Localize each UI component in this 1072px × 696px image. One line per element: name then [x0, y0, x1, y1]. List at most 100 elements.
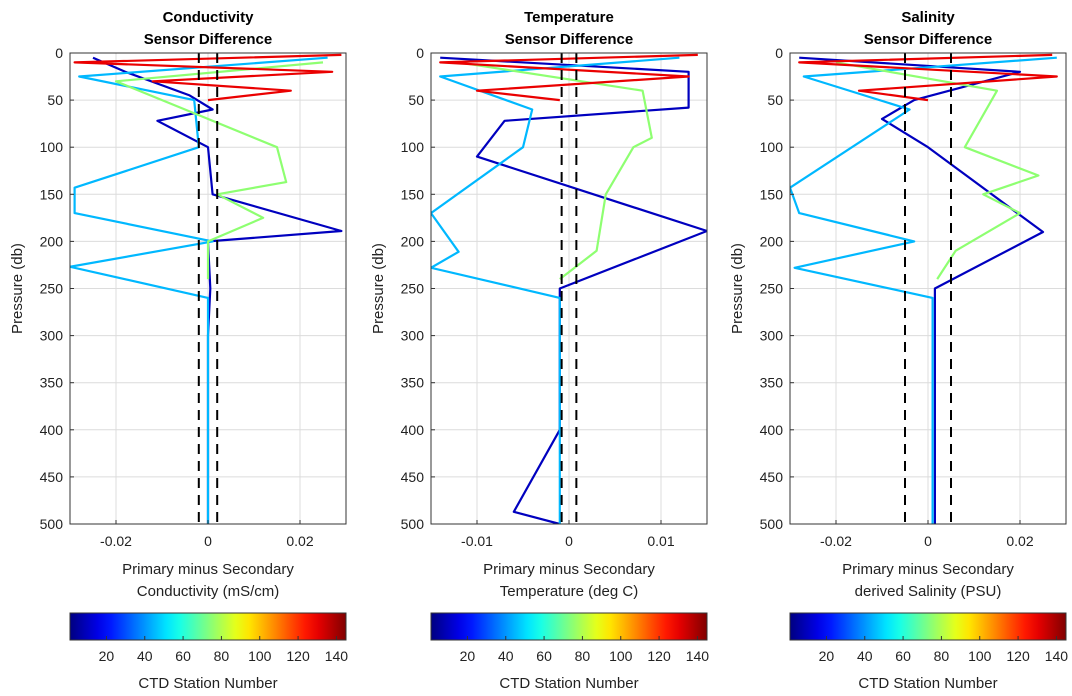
y-tick-label: 100: [40, 139, 64, 155]
x-axis-label-units: Temperature (deg C): [500, 583, 638, 600]
x-tick-label: 0: [204, 533, 212, 549]
x-tick-label: 0: [565, 533, 573, 549]
station-10-profile: [440, 56, 707, 524]
station-75-profile: [114, 61, 324, 280]
colorbar-tick-label: 80: [214, 648, 230, 664]
y-tick-label: 150: [760, 186, 784, 202]
y-tick-label: 50: [767, 92, 783, 108]
y-tick-label: 0: [775, 45, 783, 61]
y-tick-label: 400: [760, 422, 784, 438]
station-45-profile: [790, 56, 1057, 524]
x-tick-label: 0: [924, 533, 932, 549]
colorbar-tick-label: 100: [248, 648, 272, 664]
y-tick-label: 350: [40, 375, 64, 391]
y-tick-label: 350: [760, 375, 784, 391]
y-tick-label: 500: [760, 516, 784, 532]
colorbar-tick-label: 40: [498, 648, 514, 664]
colorbar-tick-label: 100: [968, 648, 992, 664]
colorbar-tick-label: 40: [137, 648, 153, 664]
colorbar-label: CTD Station Number: [858, 675, 997, 692]
x-axis-label: Primary minus Secondary: [483, 561, 655, 578]
colorbar-3: 20 40 60 80 100 120 140 CTD Station Number: [789, 612, 1069, 692]
x-tick-label: -0.02: [100, 533, 132, 549]
y-tick-label: 200: [40, 233, 64, 249]
y-tick-label: 200: [760, 233, 784, 249]
plot-area: [790, 53, 1058, 524]
colorbar-label: CTD Station Number: [499, 675, 638, 692]
colorbar-tick-label: 140: [325, 648, 349, 664]
y-tick-label: 500: [40, 516, 64, 532]
x-axis-label-units: derived Salinity (PSU): [855, 583, 1002, 600]
colorbar-tick-label: 40: [857, 648, 873, 664]
chart-title: Conductivity: [163, 9, 254, 26]
colorbar-tick-label: 120: [647, 648, 671, 664]
colorbar-1: 20 40 60 80 100 120 140 CTD Station Number: [69, 612, 349, 692]
x-tick-label: 0.01: [647, 533, 674, 549]
x-axis-label-units: Conductivity (mS/cm): [137, 583, 280, 600]
y-tick-label: 250: [40, 281, 64, 297]
x-axis-label: Primary minus Secondary: [842, 561, 1014, 578]
colorbar-gradient: [430, 612, 708, 641]
y-tick-label: 450: [401, 469, 425, 485]
colorbar-gradient: [69, 612, 347, 641]
colorbar-tick-label: 60: [895, 648, 911, 664]
y-tick-label: 100: [401, 139, 425, 155]
station-75-profile: [458, 61, 653, 280]
colorbar-tick-label: 120: [286, 648, 310, 664]
colorbar-tick-label: 120: [1006, 648, 1030, 664]
chart-title: Salinity: [901, 9, 955, 26]
y-tick-label: 200: [401, 233, 425, 249]
y-tick-label: 50: [408, 92, 424, 108]
colorbar-tick-label: 80: [575, 648, 591, 664]
station-45-profile: [70, 56, 328, 524]
chart-panel-2: 0 50 100 150 200 250 300 350 400 450 500 -0.01 0 0.01…: [370, 9, 708, 600]
colorbar-tick-label: 20: [460, 648, 476, 664]
chart-panel-1: 0 50 100 150 200 250 300 350 400 450 500 -0.02 0 0.02…: [9, 9, 347, 600]
chart-panel-3: 0 50 100 150 200 250 300 350 400 450 500 -0.02 0 0.02…: [729, 9, 1067, 600]
y-tick-label: 250: [760, 281, 784, 297]
x-tick-label: -0.01: [461, 533, 493, 549]
y-tick-label: 150: [40, 186, 64, 202]
y-tick-label: 100: [760, 139, 784, 155]
x-tick-label: -0.02: [820, 533, 852, 549]
colorbar-label: CTD Station Number: [138, 675, 277, 692]
x-tick-label: 0.02: [1006, 533, 1033, 549]
y-tick-label: 400: [401, 422, 425, 438]
x-tick-label: 0.02: [286, 533, 313, 549]
y-tick-label: 350: [401, 375, 425, 391]
y-tick-label: 400: [40, 422, 64, 438]
colorbar-2: 20 40 60 80 100 120 140 CTD Station Number: [430, 612, 710, 692]
y-tick-label: 300: [401, 328, 425, 344]
chart-subtitle: Sensor Difference: [505, 31, 633, 48]
y-axis-label: Pressure (db): [9, 243, 26, 334]
colorbar-gradient: [789, 612, 1067, 641]
y-tick-label: 500: [401, 516, 425, 532]
colorbar-tick-label: 140: [1045, 648, 1069, 664]
y-tick-label: 300: [40, 328, 64, 344]
y-axis-label: Pressure (db): [370, 243, 387, 334]
colorbar-tick-label: 20: [99, 648, 115, 664]
colorbar-tick-label: 140: [686, 648, 710, 664]
y-tick-label: 450: [760, 469, 784, 485]
colorbar-tick-label: 100: [609, 648, 633, 664]
y-tick-label: 450: [40, 469, 64, 485]
colorbar-tick-label: 60: [175, 648, 191, 664]
y-tick-label: 50: [47, 92, 63, 108]
station-130-profile: [439, 53, 698, 102]
colorbar-tick-label: 80: [934, 648, 950, 664]
chart-subtitle: Sensor Difference: [864, 31, 992, 48]
plot-area: [70, 53, 343, 524]
x-axis-label: Primary minus Secondary: [122, 561, 294, 578]
station-130-profile: [798, 53, 1058, 102]
station-130-profile: [73, 53, 342, 102]
chart-title: Temperature: [524, 9, 614, 26]
colorbar-tick-label: 20: [819, 648, 835, 664]
plot-area: [431, 53, 707, 524]
colorbar-tick-label: 60: [536, 648, 552, 664]
station-75-profile: [835, 61, 1040, 280]
y-axis-label: Pressure (db): [729, 243, 746, 334]
y-tick-label: 250: [401, 281, 425, 297]
y-tick-label: 0: [55, 45, 63, 61]
y-tick-label: 0: [416, 45, 424, 61]
